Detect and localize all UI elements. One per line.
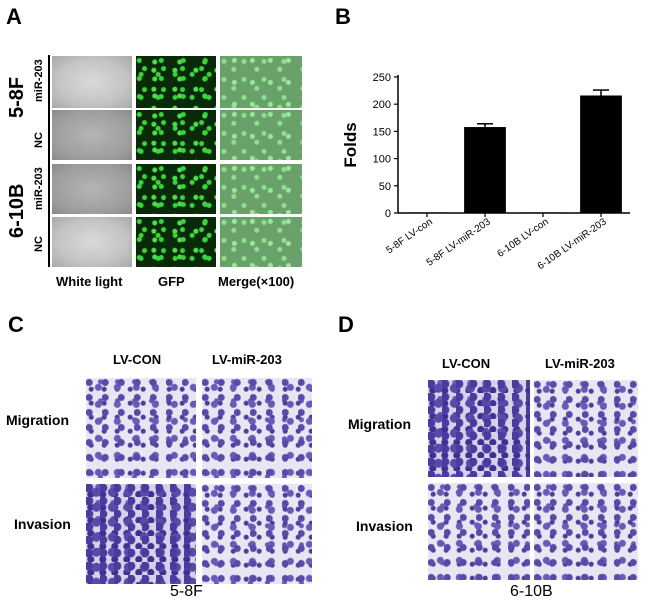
col-label-gfp: GFP (158, 274, 185, 289)
panel-b-letter: B (335, 4, 351, 29)
bar (580, 95, 622, 213)
panel-d-row-migration: Migration (348, 416, 411, 432)
row-label-nc-2: NC (33, 236, 45, 252)
y-tick-label: 150 (373, 126, 391, 138)
panel-d-letter: D (338, 312, 354, 337)
x-tick-label: 5-8F LV-con (384, 216, 434, 256)
micrograph-6-10b-mir203-white (52, 164, 132, 214)
bar (406, 212, 448, 214)
bar (464, 127, 506, 213)
micrograph-6-10b-nc-white (52, 217, 132, 267)
bar (522, 212, 564, 214)
micrograph-6-10b-mir203-merge (220, 164, 302, 214)
panel-c-col-lv-mir203: LV-miR-203 (212, 352, 282, 367)
panel-c-row-invasion: Invasion (14, 516, 71, 532)
transwell-6-10b-invasion-mir203 (534, 483, 638, 580)
micrograph-6-10b-nc-merge (220, 217, 302, 267)
col-label-merge: Merge(×100) (218, 274, 295, 289)
transwell-5-8f-migration-con (86, 378, 196, 478)
panel-c-letter: C (8, 312, 24, 337)
micrograph-6-10b-nc-gfp (136, 217, 216, 267)
panel-c-row-migration: Migration (6, 412, 69, 428)
panel-c-col-lv-con: LV-CON (113, 352, 162, 367)
y-tick-label: 250 (373, 72, 391, 84)
micrograph-5-8f-mir203-merge (220, 56, 302, 108)
micrograph-5-8f-nc-gfp (136, 110, 216, 160)
group-label-5-8f: 5-8F (6, 76, 28, 118)
micrograph-5-8f-mir203-gfp (136, 56, 216, 108)
micrograph-6-10b-mir203-gfp (136, 164, 216, 214)
y-tick-label: 50 (379, 181, 391, 193)
transwell-6-10b-migration-con (428, 380, 530, 477)
row-label-nc-1: NC (33, 132, 45, 148)
row-label-mir203-2: miR-203 (33, 167, 45, 210)
panel-c-caption: 5-8F (170, 583, 203, 600)
x-tick-label: 5-8F LV-miR-203 (425, 216, 493, 269)
y-tick-label: 100 (373, 154, 391, 166)
panel-d-caption: 6-10B (510, 583, 553, 600)
transwell-5-8f-invasion-con (86, 484, 196, 584)
transwell-6-10b-migration-mir203 (534, 380, 638, 477)
micrograph-5-8f-nc-white (52, 110, 132, 160)
micrograph-5-8f-nc-merge (220, 110, 302, 160)
col-label-white-light: White light (56, 274, 123, 289)
row-label-mir203-1: miR-203 (33, 59, 45, 102)
micrograph-5-8f-mir203-white (52, 56, 132, 108)
panel-a-separator (48, 55, 50, 267)
transwell-5-8f-migration-mir203 (202, 378, 312, 478)
panel-d-col-lv-con: LV-CON (442, 356, 491, 371)
x-tick-label: 6-10B LV-con (495, 216, 550, 259)
panel-d-col-lv-mir203: LV-miR-203 (545, 356, 615, 371)
panel-d-row-invasion: Invasion (356, 518, 413, 534)
y-tick-label: 200 (373, 99, 391, 111)
transwell-6-10b-invasion-con (428, 483, 530, 580)
panel-a-letter: A (6, 4, 22, 29)
y-axis-title: Folds (341, 122, 360, 167)
transwell-5-8f-invasion-mir203 (202, 484, 312, 584)
group-label-6-10b: 6-10B (6, 183, 28, 238)
y-tick-label: 0 (385, 208, 391, 220)
